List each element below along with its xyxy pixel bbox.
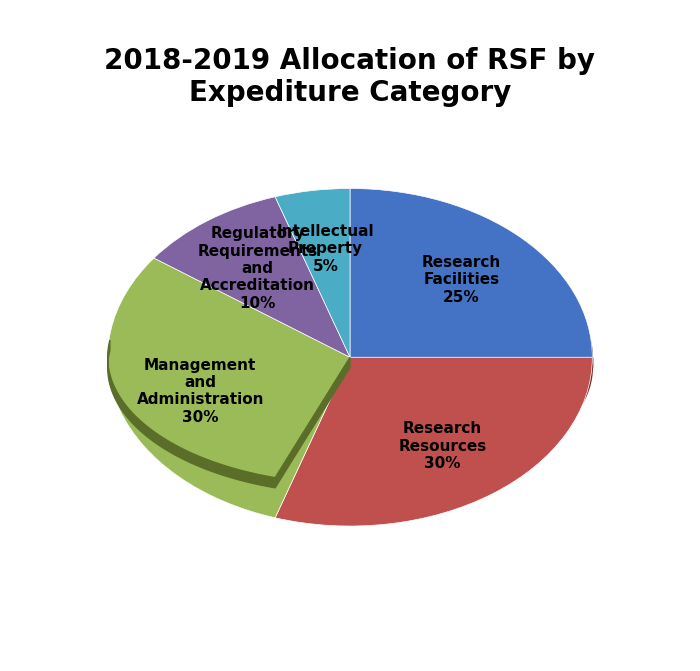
Wedge shape	[154, 197, 350, 357]
Wedge shape	[350, 189, 592, 357]
Text: Intellectual
Property
5%: Intellectual Property 5%	[276, 224, 374, 274]
Polygon shape	[275, 357, 592, 494]
Wedge shape	[108, 258, 350, 518]
Text: Regulatory
Requirements
and
Accreditation
10%: Regulatory Requirements and Accreditatio…	[197, 226, 318, 311]
Text: 2018-2019 Allocation of RSF by
Expediture Category: 2018-2019 Allocation of RSF by Expeditur…	[104, 47, 596, 107]
Polygon shape	[275, 357, 350, 488]
Text: Research
Resources
30%: Research Resources 30%	[398, 421, 486, 471]
Polygon shape	[108, 340, 275, 488]
Polygon shape	[590, 342, 592, 368]
Polygon shape	[350, 357, 592, 368]
Polygon shape	[350, 357, 592, 368]
Text: Research
Facilities
25%: Research Facilities 25%	[421, 255, 501, 305]
Wedge shape	[275, 357, 592, 526]
Polygon shape	[275, 357, 350, 488]
Wedge shape	[275, 189, 350, 357]
Text: Management
and
Administration
30%: Management and Administration 30%	[136, 358, 264, 425]
